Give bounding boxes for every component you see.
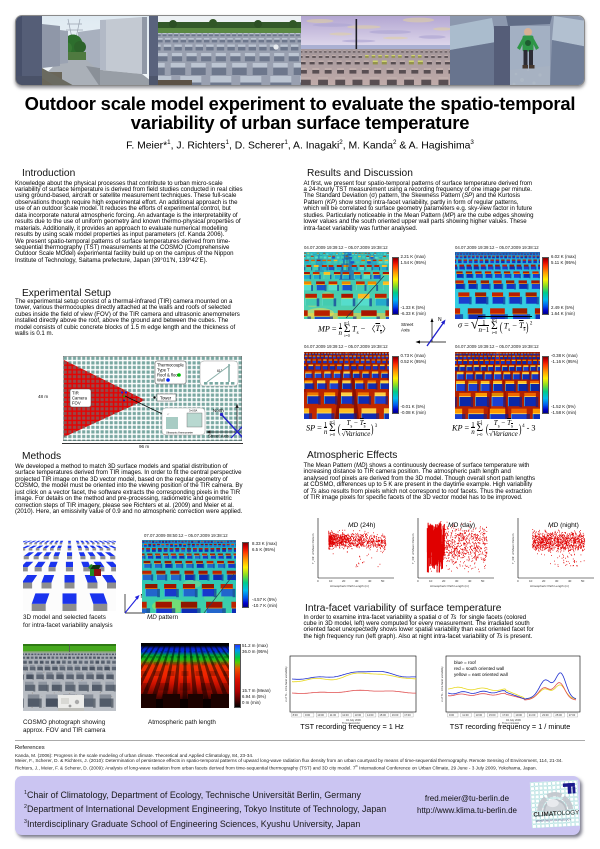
svg-text:50: 50: [581, 579, 585, 583]
svg-text:DEPARTMENT OF ECOLOGY: DEPARTMENT OF ECOLOGY: [536, 817, 572, 823]
svg-text:0: 0: [317, 579, 319, 583]
svg-text:13:00: 13:00: [355, 713, 362, 717]
svg-text:21:00: 21:00: [529, 713, 536, 717]
svg-text:Ts Dif. of Mean Pattern: Ts Dif. of Mean Pattern: [311, 533, 316, 564]
svg-text:3×USA: 3×USA: [189, 409, 198, 413]
svg-text:Wall: Wall: [157, 378, 165, 383]
svg-text:North: North: [213, 408, 224, 413]
svg-text:Camera: Camera: [72, 396, 88, 401]
svg-text:Time (seconds): Time (seconds): [342, 721, 360, 724]
svg-text:27:00: 27:00: [569, 713, 576, 717]
svg-text:30: 30: [355, 579, 359, 583]
svg-text:9:00: 9:00: [449, 713, 455, 717]
svg-text:FOV: FOV: [72, 401, 81, 406]
svg-text:20: 20: [442, 579, 446, 583]
svg-text:Atmospheric Path Length (m): Atmospheric Path Length (m): [330, 584, 369, 588]
svg-text:20: 20: [542, 579, 546, 583]
svg-text:Street: Street: [401, 322, 414, 327]
svg-text:MD (day): MD (day): [448, 522, 475, 529]
svg-text:Axis: Axis: [401, 328, 410, 333]
svg-text:25:00: 25:00: [555, 713, 562, 717]
svg-text:Thermocouple: Thermocouple: [157, 363, 184, 368]
svg-text:σ of Ts - intra facet variabil: σ of Ts - intra facet variability: [284, 666, 288, 702]
svg-text:Time (minutes): Time (minutes): [502, 721, 519, 724]
svg-text:16:00: 16:00: [392, 713, 399, 717]
svg-text:Street Axis: Street Axis: [208, 434, 230, 439]
svg-text:red = south oriented wall: red = south oriented wall: [454, 666, 504, 671]
svg-text:04 July 2009: 04 July 2009: [346, 718, 361, 722]
svg-text:30: 30: [455, 579, 459, 583]
svg-text:Ultrasonic Anemometer: Ultrasonic Anemometer: [166, 431, 193, 435]
svg-text:04 July 2009: 04 July 2009: [506, 718, 521, 722]
svg-text:15:00: 15:00: [489, 713, 496, 717]
svg-text:23:00: 23:00: [542, 713, 549, 717]
svg-text:0: 0: [417, 579, 419, 583]
svg-text:CLIMAT: CLIMAT: [533, 810, 557, 818]
svg-text:9:00: 9:00: [305, 713, 311, 717]
svg-text:13:00: 13:00: [476, 713, 483, 717]
svg-text:8:00: 8:00: [293, 713, 299, 717]
svg-text:Roof & floor: Roof & floor: [157, 373, 180, 378]
svg-text:OLOGY: OLOGY: [557, 809, 580, 817]
svg-text:Ts Dif. of Mean Pattern: Ts Dif. of Mean Pattern: [511, 533, 516, 564]
svg-text:17:00: 17:00: [404, 713, 411, 717]
svg-text:Atmospheric Path Length (m): Atmospheric Path Length (m): [430, 584, 469, 588]
svg-text:40: 40: [468, 579, 472, 583]
svg-text:40: 40: [568, 579, 572, 583]
svg-text:yellow = east oriented wall: yellow = east oriented wall: [454, 672, 508, 677]
svg-text:↓↑: ↓↑: [167, 413, 170, 416]
svg-text:0: 0: [517, 579, 519, 583]
svg-text:11:00: 11:00: [330, 713, 337, 717]
svg-text:Atmospheric Path Length (m): Atmospheric Path Length (m): [530, 584, 569, 588]
svg-text:blue = roof: blue = roof: [454, 660, 477, 665]
svg-text:10: 10: [429, 579, 433, 583]
svg-text:30: 30: [555, 579, 559, 583]
svg-text:12:00: 12:00: [342, 713, 349, 717]
svg-text:10: 10: [529, 579, 533, 583]
svg-text:40: 40: [368, 579, 372, 583]
svg-text:Type T: Type T: [157, 368, 170, 373]
svg-text:20: 20: [342, 579, 346, 583]
svg-text:10:00: 10:00: [317, 713, 324, 717]
svg-text:MD (night): MD (night): [548, 522, 579, 529]
svg-text:11:00: 11:00: [462, 713, 469, 717]
svg-text:50: 50: [481, 579, 485, 583]
svg-text:19:00: 19:00: [516, 713, 523, 717]
svg-text:17:00: 17:00: [502, 713, 509, 717]
svg-text:10: 10: [329, 579, 333, 583]
svg-text:14:00: 14:00: [367, 713, 374, 717]
svg-text:TIR: TIR: [72, 391, 79, 396]
svg-text:50: 50: [381, 579, 385, 583]
svg-text:61°: 61°: [217, 369, 223, 373]
svg-text:Ts Dif. of Mean Pattern: Ts Dif. of Mean Pattern: [411, 533, 416, 564]
svg-text:N: N: [438, 317, 442, 323]
svg-text:Tower: Tower: [160, 396, 172, 401]
svg-text:MD (24h): MD (24h): [348, 522, 376, 529]
svg-text:σ of Ts - intra facet variabil: σ of Ts - intra facet variability: [440, 666, 444, 702]
svg-text:15:00: 15:00: [379, 713, 386, 717]
